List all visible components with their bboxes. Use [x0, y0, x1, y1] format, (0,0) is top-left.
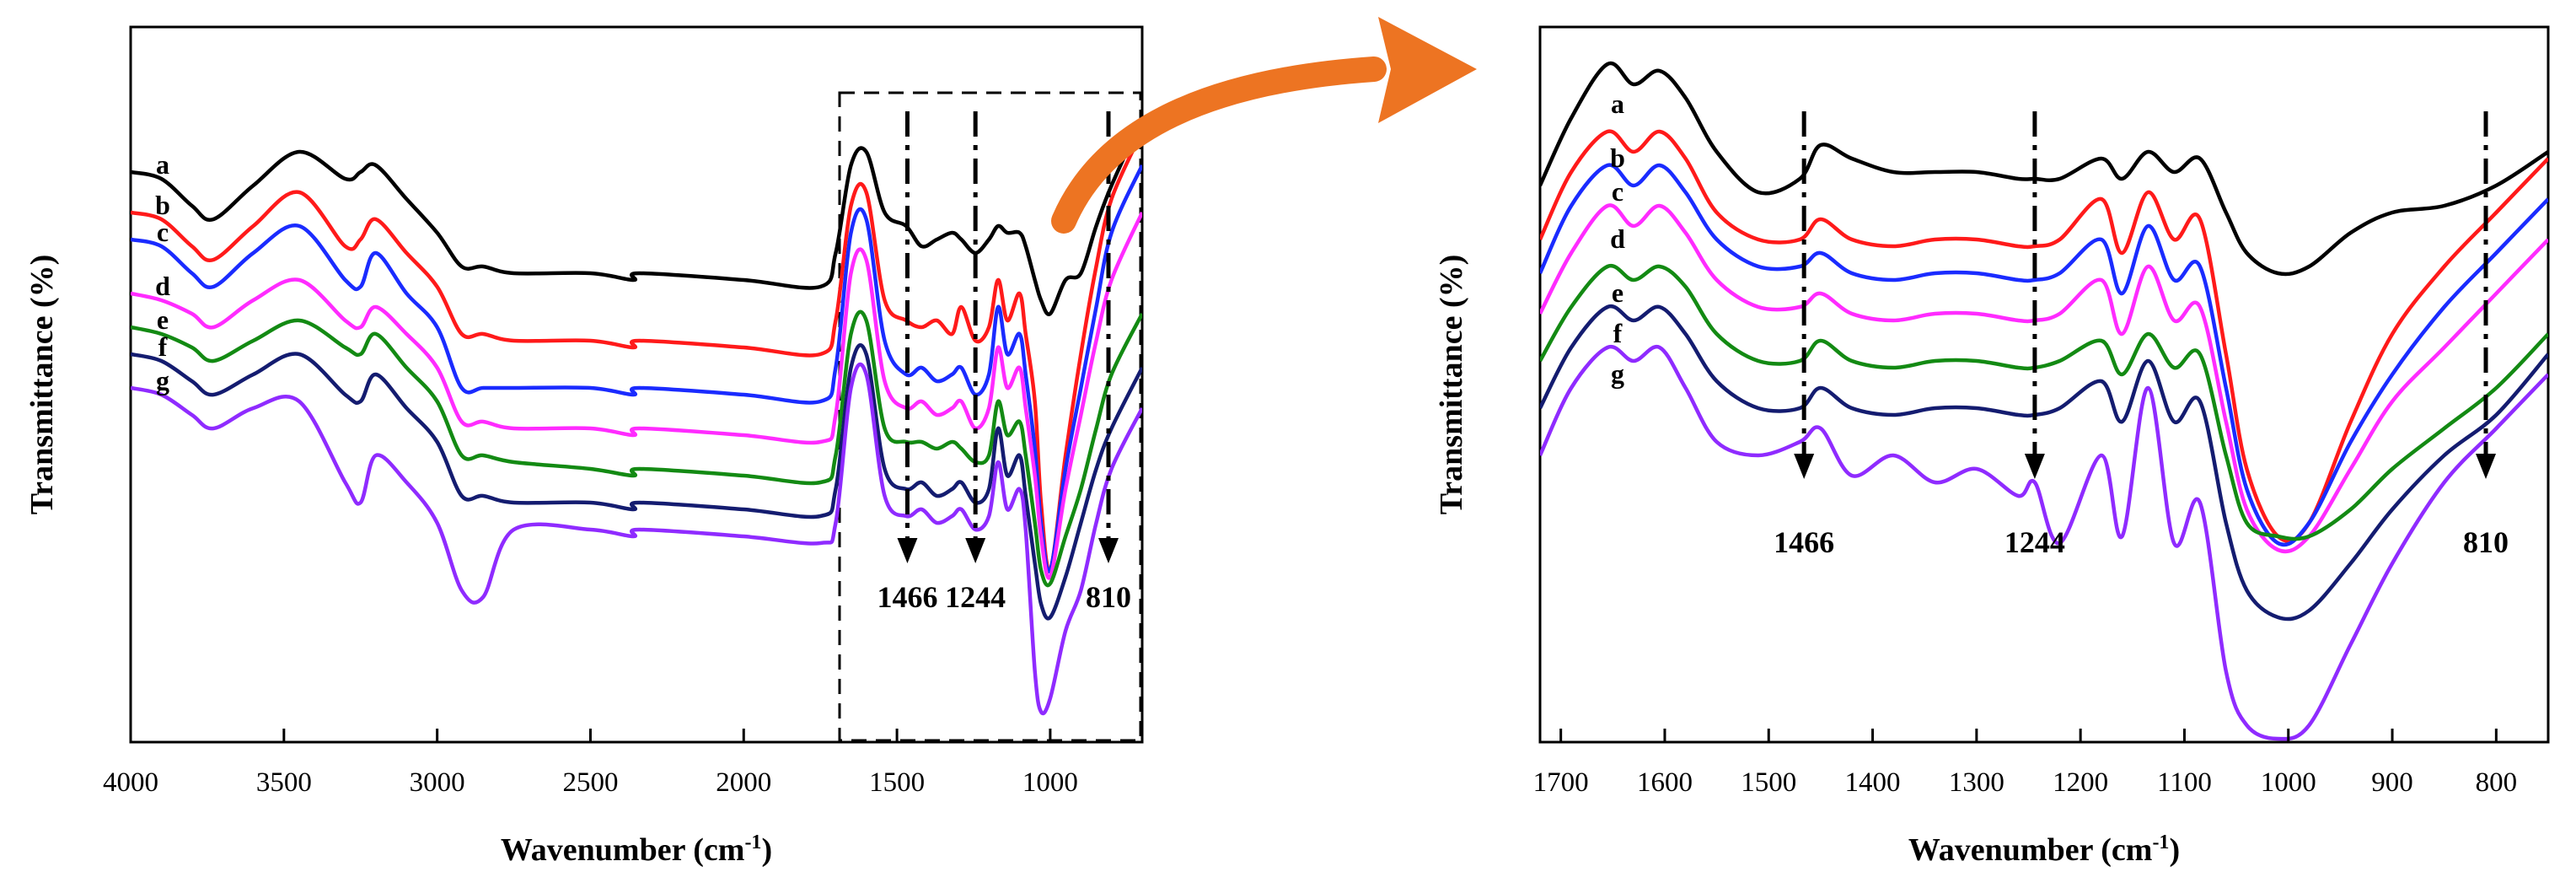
series-line-f — [1540, 304, 2548, 622]
zoomed-panel: 1466 1244 810 1700 1600 1500 1400 1300 1200 1100… — [1434, 25, 2550, 868]
x-tick-label: 1400 — [1845, 767, 1901, 798]
series-line-b — [1540, 129, 2548, 543]
x-tick-label: 1000 — [2261, 767, 2316, 798]
curve-label-b: b — [155, 190, 170, 220]
curve-label-a: a — [1611, 89, 1624, 119]
curve-label-c: c — [1612, 176, 1623, 207]
x-tick-label: 4000 — [103, 767, 158, 798]
x-axis-label: Wavenumber (cm-1) — [501, 831, 772, 868]
curve-label-f: f — [1613, 318, 1623, 348]
marker-arrowhead-icon — [1098, 538, 1119, 563]
series-line-f — [131, 342, 1142, 621]
marker-arrowhead-icon — [897, 538, 918, 563]
x-tick-label: 1700 — [1533, 767, 1589, 798]
series-line-c — [1540, 163, 2548, 547]
marker-label-1466: 1466 — [1774, 525, 1834, 559]
x-tick-label: 2000 — [716, 767, 771, 798]
x-tick-label: 1500 — [869, 767, 925, 798]
plot-frame — [129, 25, 1144, 744]
curve-label-f: f — [158, 331, 168, 362]
curve-label-c: c — [157, 217, 169, 247]
series-line-e — [1540, 263, 2548, 541]
marker-arrowhead-icon — [2476, 454, 2497, 479]
x-tick-label: 1300 — [1949, 767, 2004, 798]
marker-arrowhead-icon — [2024, 454, 2045, 479]
x-tick-label: 1600 — [1637, 767, 1693, 798]
curve-label-a: a — [156, 149, 169, 180]
plot-frame — [1538, 25, 2550, 744]
marker-arrowhead-icon — [965, 538, 986, 563]
x-axis-ticks: 4000 3500 3000 2500 2000 1500 1000 — [103, 729, 1078, 798]
series-line-g — [1540, 344, 2548, 741]
x-tick-label: 2500 — [562, 767, 618, 798]
series-line-g — [131, 362, 1142, 716]
marker-arrowhead-icon — [1794, 454, 1815, 479]
band-markers: 1466 1244 810 — [877, 111, 1131, 614]
full-spectrum-panel: 1466 1244 810 4000 3500 3000 2500 2000 1500 1000… — [24, 25, 1144, 868]
marker-label-1244: 1244 — [945, 580, 1006, 614]
x-tick-label: 1500 — [1741, 767, 1796, 798]
zoom-arrow-icon — [1051, 57, 1387, 234]
series-line-d — [131, 212, 1142, 580]
y-axis-label: Transmittance (%) — [1434, 255, 1469, 515]
y-axis-label: Transmittance (%) — [24, 255, 60, 515]
curve-label-e: e — [157, 304, 169, 335]
marker-label-810: 810 — [2463, 525, 2509, 559]
series-line-d — [1540, 203, 2548, 554]
x-axis-ticks: 1700 1600 1500 1400 1300 1200 1100 1000 900 800 — [1533, 729, 2517, 798]
x-tick-label: 3000 — [410, 767, 465, 798]
x-tick-label: 1200 — [2053, 767, 2108, 798]
curve-label-g: g — [1611, 358, 1624, 389]
x-tick-label: 1100 — [2157, 767, 2212, 798]
curve-label-d: d — [155, 271, 170, 301]
curve-label-b: b — [1610, 143, 1625, 173]
x-axis-label: Wavenumber (cm-1) — [1908, 831, 2180, 868]
x-tick-label: 3500 — [256, 767, 312, 798]
band-markers: 1466 1244 810 — [1774, 111, 2509, 559]
curve-label-g: g — [156, 365, 169, 396]
series-line-b — [131, 131, 1142, 573]
series-line-e — [131, 309, 1142, 588]
series-lines — [1540, 61, 2548, 741]
series-line-a — [131, 117, 1142, 316]
zoom-arrowhead-icon — [1378, 17, 1477, 123]
marker-label-1244: 1244 — [2004, 525, 2065, 559]
series-lines — [131, 117, 1142, 716]
curve-label-e: e — [1612, 277, 1623, 308]
x-tick-label: 800 — [2476, 767, 2518, 798]
marker-label-1466: 1466 — [877, 580, 937, 614]
marker-label-810: 810 — [1086, 580, 1131, 614]
curve-label-d: d — [1610, 223, 1625, 254]
x-tick-label: 1000 — [1022, 767, 1078, 798]
x-tick-label: 900 — [2371, 767, 2413, 798]
